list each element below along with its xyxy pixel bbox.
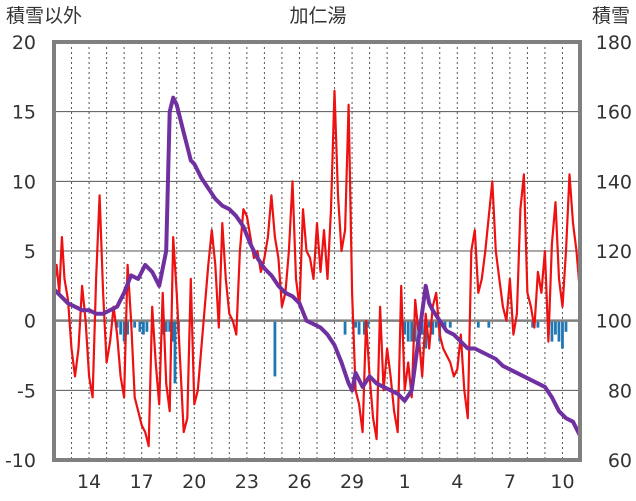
precipitation-bar: [133, 320, 137, 328]
precipitation-bar: [362, 320, 366, 335]
x-tick-label: 14: [77, 471, 101, 493]
precipitation-bar: [557, 320, 561, 342]
precipitation-bar: [410, 320, 414, 342]
right-axis-ticks: 180 160 140 120 100 80 60: [596, 32, 632, 472]
left-tick-label: -5: [17, 380, 36, 402]
precipitation-bar: [406, 320, 410, 342]
precipitation-bar: [427, 320, 431, 328]
left-tick-label: 5: [24, 241, 36, 263]
x-tick-label: 26: [287, 471, 311, 493]
left-tick-label: 15: [12, 102, 36, 124]
left-tick-label: 10: [12, 171, 36, 193]
precipitation-bar: [431, 320, 435, 335]
x-tick-label: 1: [399, 471, 411, 493]
precipitation-bar: [443, 320, 447, 328]
precipitation-bar: [354, 320, 357, 328]
precipitation-bar: [126, 320, 130, 335]
right-axis-title: 積雪: [592, 5, 630, 27]
right-tick-label: 100: [596, 311, 632, 333]
precipitation-bar: [173, 320, 177, 384]
precipitation-bar: [142, 320, 145, 335]
x-tick-label: 29: [340, 471, 364, 493]
precipitation-bar: [357, 320, 361, 335]
left-axis-title: 積雪以外: [6, 5, 82, 27]
precipitation-bars: [115, 320, 568, 384]
precipitation-bar: [171, 320, 175, 342]
x-tick-label: 7: [504, 471, 516, 493]
precipitation-bar: [531, 320, 535, 328]
precipitation-bar: [554, 320, 557, 335]
precipitation-bar: [122, 320, 126, 342]
precipitation-bar: [424, 320, 428, 349]
precipitation-bar: [476, 320, 480, 328]
precipitation-bar: [164, 320, 168, 332]
x-axis-ticks: 14 17 20 23 26 29 1 4 7 10: [77, 471, 575, 493]
precipitation-bar: [420, 320, 424, 335]
precipitation-bar: [115, 320, 119, 328]
precipitation-bar: [343, 320, 347, 335]
chart-title: 加仁湯: [289, 5, 346, 27]
right-tick-label: 120: [596, 241, 632, 263]
precipitation-bar: [448, 320, 452, 328]
precipitation-bar: [138, 320, 142, 332]
precipitation-bar: [413, 320, 417, 342]
snow-depth-line: [52, 95, 582, 437]
right-tick-label: 80: [608, 380, 632, 402]
left-axis-ticks: 20 15 10 5 0 -5 -10: [5, 32, 36, 472]
precipitation-bar: [366, 320, 370, 328]
temperature-line: [52, 89, 582, 448]
precipitation-bar: [487, 320, 491, 328]
right-tick-label: 140: [596, 171, 632, 193]
precipitation-bar: [561, 320, 564, 349]
x-tick-label: 4: [451, 471, 463, 493]
right-tick-label: 160: [596, 102, 632, 124]
right-tick-label: 60: [608, 450, 632, 472]
x-tick-label: 17: [130, 471, 154, 493]
left-tick-label: 20: [12, 32, 36, 54]
precipitation-bar: [550, 320, 554, 342]
precipitation-bar: [145, 320, 149, 332]
x-tick-label: 10: [550, 471, 574, 493]
right-tick-label: 180: [596, 32, 632, 54]
left-tick-label: 0: [24, 311, 36, 333]
x-tick-label: 20: [182, 471, 206, 493]
precipitation-bar: [536, 320, 540, 328]
x-tick-label: 23: [235, 471, 259, 493]
precipitation-bar: [273, 320, 277, 377]
left-tick-label: -10: [5, 450, 36, 472]
precipitation-bar: [434, 320, 438, 328]
precipitation-bar: [564, 320, 568, 332]
plot-frame: [52, 40, 582, 462]
precipitation-bar: [403, 320, 407, 335]
precipitation-bar: [119, 320, 123, 335]
precipitation-bar: [168, 320, 172, 332]
